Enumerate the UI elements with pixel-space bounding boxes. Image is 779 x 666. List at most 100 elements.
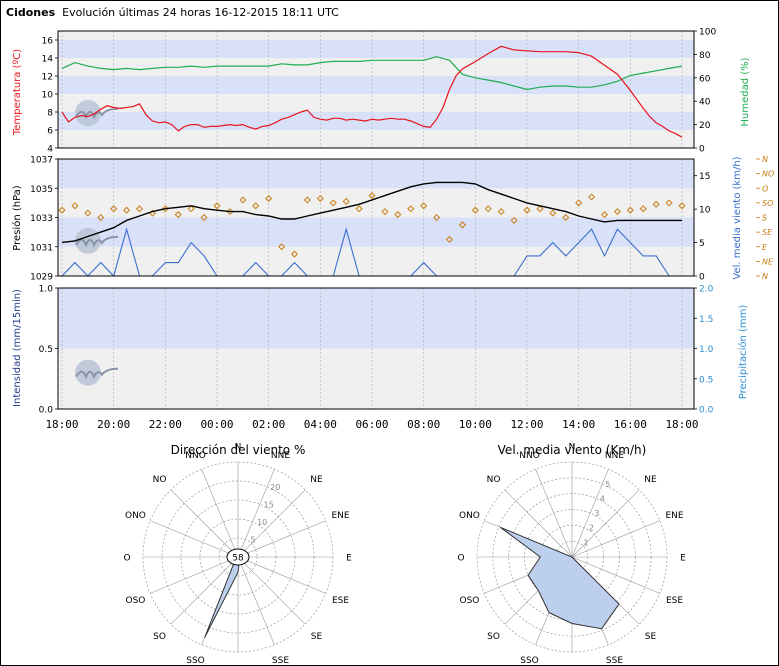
wind-direction-point	[316, 194, 324, 203]
pressure-wind-panel: 1029 1031 1033 1035 1037 0 5 10 15 N NE E SE S SO O NO…	[11, 155, 774, 283]
rose-direction-label: ENE	[665, 511, 683, 521]
rose-direction-label: ESE	[666, 596, 683, 606]
rose-direction-label: E	[680, 554, 686, 564]
y-tick-label: 5	[699, 239, 705, 249]
rose-direction-label: SSE	[606, 656, 623, 666]
intensity-axis-label: Intensidad (mm/15min)	[12, 289, 23, 407]
rose-direction-label: E	[346, 554, 352, 564]
dir-tick-label: SO	[762, 199, 773, 208]
wind-direction-point	[187, 205, 195, 213]
wind-direction-point	[303, 196, 311, 204]
rose-ring-label: 15	[264, 500, 274, 509]
wind-direction-point	[484, 205, 492, 213]
wind-direction-point	[71, 202, 79, 210]
time-label: 14:00	[562, 418, 595, 431]
precipitation-axis-label: Precipitación (mm)	[737, 305, 749, 400]
y-tick-label: 1031	[30, 243, 53, 253]
wind-direction-markers	[58, 192, 686, 258]
y-tick-label: 8	[47, 109, 53, 119]
y-tick-label: 12	[42, 73, 53, 83]
shade-band	[58, 40, 694, 58]
shade-band	[58, 76, 694, 94]
rose-ring-label: 2	[589, 524, 594, 533]
y-tick-label: 40	[699, 98, 711, 108]
time-label: 04:00	[304, 418, 337, 431]
pressure-y-ticks: 1029 1031 1033 1035 1037	[30, 156, 58, 283]
wind-direction-point	[678, 202, 686, 210]
rose-spoke	[170, 489, 239, 558]
wind-direction-point	[200, 213, 208, 222]
temp-grid	[61, 31, 683, 148]
time-label: 20:00	[97, 418, 130, 431]
precipitation-panel: 0.0 0.5 1.0 0.0 0.5 1.0 1.5 2.0 Intensidad (mm…	[12, 285, 749, 416]
rose-spoke	[571, 469, 609, 558]
precip-bands	[58, 288, 694, 409]
y-tick-label: 60	[699, 74, 711, 84]
wind-speed-axis-label: Vel. media viento (km/h)	[732, 156, 743, 279]
time-label: 18:00	[665, 418, 698, 431]
wind-direction-point	[562, 213, 570, 222]
wind-direction-point	[174, 211, 182, 219]
wind-direction-point	[278, 243, 286, 251]
rose-direction-label: SSO	[186, 656, 205, 666]
rose-spoke	[150, 520, 239, 558]
precip-grid	[61, 288, 683, 409]
time-label: 08:00	[407, 418, 440, 431]
temp-plot-border	[57, 30, 695, 149]
rose-spoke	[571, 556, 660, 594]
wind-direction-point	[549, 209, 557, 217]
wind-direction-point	[368, 192, 376, 200]
y-tick-label: 0.0	[39, 406, 54, 416]
rose-direction-label: SE	[311, 632, 323, 642]
y-tick-label: 100	[699, 28, 716, 38]
humidity-axis-label: Humedad (%)	[740, 57, 751, 126]
time-label: 16:00	[614, 418, 647, 431]
wind-direction-point	[110, 205, 118, 213]
temperature-line	[61, 45, 683, 138]
rose-spoke	[237, 489, 306, 558]
watermark-logo	[75, 359, 119, 386]
time-label: 12:00	[510, 418, 543, 431]
rose-direction-label: NNE	[605, 451, 624, 461]
rose-spoke	[237, 556, 326, 594]
wind-direction-point	[626, 206, 634, 214]
wind-direction-point	[329, 199, 337, 207]
y-tick-label: 1.0	[39, 285, 54, 295]
dir-tick-label: NE	[762, 257, 774, 266]
rose-direction-label: NO	[153, 475, 167, 485]
precipitation-y-ticks: 0.0 0.5 1.0 1.5 2.0	[694, 285, 714, 416]
shade-band	[58, 217, 694, 247]
time-label: 18:00	[45, 418, 78, 431]
rose-direction-label: N	[569, 443, 576, 453]
humidity-y-ticks: 0 20 40 60 80 100	[694, 28, 716, 155]
y-tick-label: 10	[699, 206, 711, 216]
time-label: 06:00	[355, 418, 388, 431]
rose-ring-label: 3	[594, 509, 599, 518]
temp-bands	[58, 31, 694, 148]
y-tick-label: 0.5	[699, 375, 713, 385]
rose-direction-label: NNE	[271, 451, 290, 461]
wind-direction-point	[445, 235, 454, 243]
rose-spoke	[237, 556, 306, 625]
rose-direction-label: NO	[487, 475, 501, 485]
rose-direction-label: SE	[645, 632, 657, 642]
temp-axis-label: Temperatura (ºC)	[12, 49, 23, 136]
wind-direction-point	[381, 208, 389, 216]
rose-spoke	[150, 556, 239, 594]
y-tick-label: 0.5	[39, 345, 53, 355]
wind-direction-point	[342, 197, 350, 205]
wind-direction-point	[97, 213, 105, 222]
wind-direction-point	[510, 216, 518, 224]
pressure-bands	[58, 159, 694, 276]
rose-spoke	[170, 556, 239, 625]
wind-direction-point	[639, 205, 647, 213]
time-axis-labels: 18:00 20:00 22:00 00:00 02:00 04:00 06:00 08:00…	[45, 418, 698, 431]
wind-direction-point	[458, 221, 466, 229]
y-tick-label: 0	[699, 145, 705, 155]
rose-direction-label: NE	[644, 475, 657, 485]
rose-direction-label: NNO	[185, 451, 206, 461]
pressure-axis-label: Presión (hPa)	[11, 185, 23, 250]
y-tick-label: 0.0	[699, 406, 714, 416]
y-tick-label: 10	[42, 91, 54, 101]
